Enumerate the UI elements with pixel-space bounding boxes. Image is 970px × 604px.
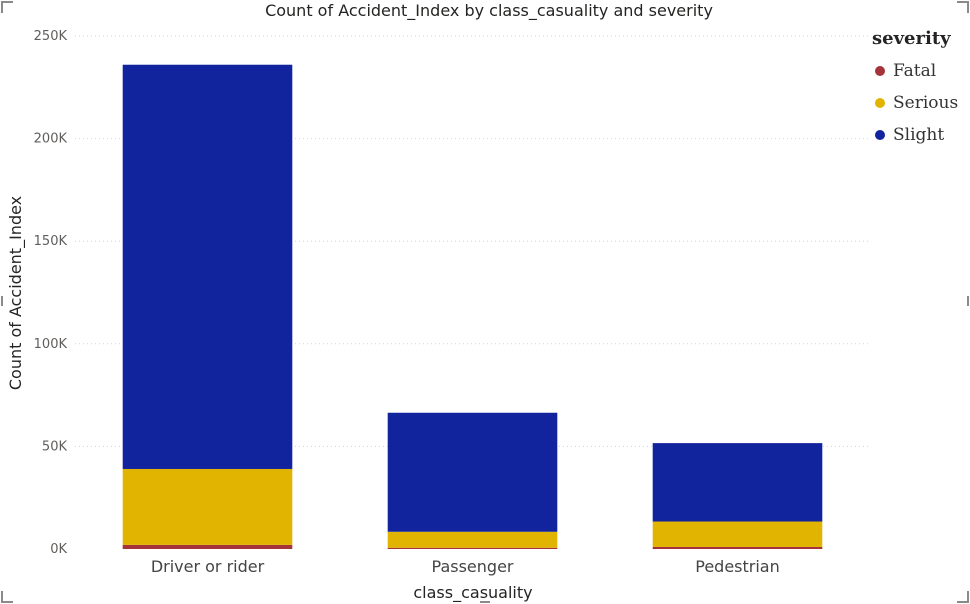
legend-item-serious[interactable]: Serious [872,87,958,119]
legend-items: Fatal Serious Slight [872,55,958,151]
bar-slight-pedestrian[interactable] [652,443,823,522]
legend-label: Serious [893,93,959,113]
bar-serious-driver-or-rider[interactable] [122,468,293,545]
x-tick-label: Pedestrian [695,557,780,576]
legend-item-slight[interactable]: Slight [872,119,958,151]
legend-swatch [875,130,885,140]
legend-label: Slight [893,125,945,145]
y-tick-label: 50K [42,439,68,454]
y-tick-label: 200K [34,132,68,147]
legend: severity Fatal Serious Slight [872,28,958,151]
x-tick-label: Driver or rider [151,557,265,576]
x-tick-label: Passenger [432,557,514,576]
bar-serious-passenger[interactable] [387,531,558,548]
frame-resize-handle-right[interactable] [967,296,969,306]
y-tick-label: 100K [34,337,68,352]
legend-swatch [875,66,885,76]
x-axis-ticks: Driver or rider Passenger Pedestrian [151,557,780,576]
bar-serious-pedestrian[interactable] [652,521,823,547]
bar-slight-driver-or-rider[interactable] [122,64,293,469]
frame-corner-bottom-left [1,591,13,603]
y-tick-label: 0K [50,542,67,557]
bar-fatal-pedestrian[interactable] [652,546,823,549]
frame-corner-top-right [957,1,969,13]
bar-fatal-passenger[interactable] [387,547,558,549]
frame-resize-handle-bottom[interactable] [480,601,490,603]
legend-item-fatal[interactable]: Fatal [872,55,958,87]
x-axis-title: class_casuality [413,583,532,603]
y-axis-title: Count of Accident_Index [6,196,26,390]
frame-corner-bottom-right [957,591,969,603]
bar-slight-passenger[interactable] [387,412,558,532]
chart-title: Count of Accident_Index by class_casuali… [265,1,713,20]
y-tick-label: 150K [34,234,68,249]
frame-corner-top-left [1,1,13,13]
y-tick-label: 250K [34,29,68,44]
bar-fatal-driver-or-rider[interactable] [122,544,293,549]
frame-resize-handle-left[interactable] [1,296,3,306]
y-axis-ticks: 0K 50K 100K 150K 200K 250K [34,29,68,557]
bars [122,64,823,549]
legend-label: Fatal [893,61,937,81]
legend-swatch [875,98,885,108]
legend-title: severity [872,28,951,49]
